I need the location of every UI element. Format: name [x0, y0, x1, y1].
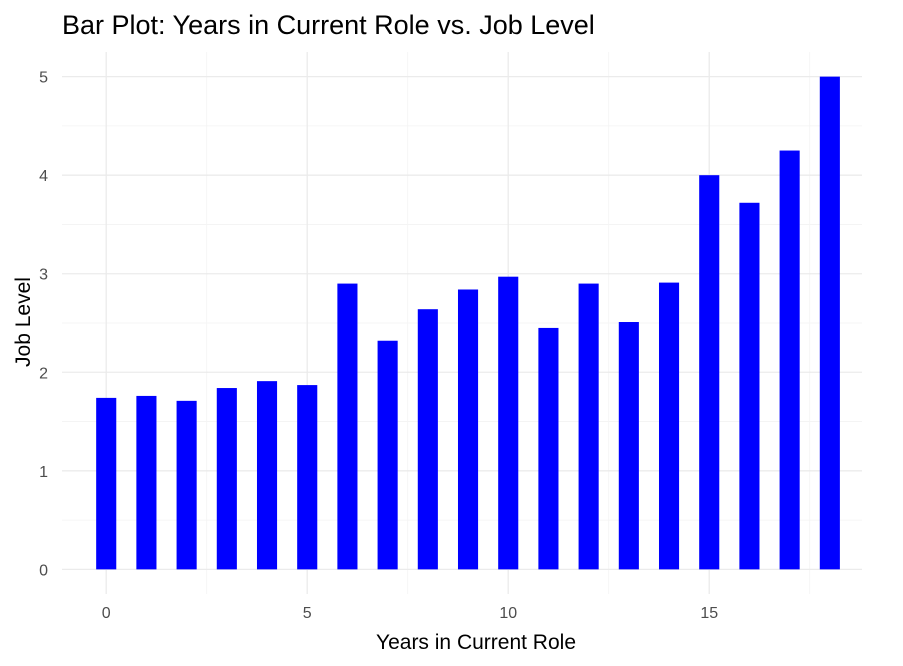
y-tick-label: 4 [39, 168, 48, 185]
bars [96, 76, 840, 570]
x-tick-label: 10 [499, 605, 517, 622]
x-tick-label: 0 [102, 605, 111, 622]
y-tick-label: 1 [39, 464, 48, 481]
y-tick-label: 5 [39, 70, 48, 87]
bar [96, 397, 117, 570]
bar [538, 327, 559, 570]
tick-labels: 0 5 10 15 0 1 2 3 4 5 [39, 70, 718, 622]
bar [779, 150, 800, 570]
bar [297, 385, 318, 570]
bar [136, 395, 157, 570]
y-axis-title: Job Level [12, 277, 35, 367]
y-tick-label: 0 [39, 562, 48, 579]
bar [699, 175, 720, 570]
x-axis-title: Years in Current Role [376, 631, 576, 654]
bar [337, 283, 358, 570]
bar [216, 388, 237, 570]
bar [618, 322, 639, 570]
bar [417, 309, 438, 570]
x-tick-label: 15 [700, 605, 718, 622]
bar [176, 400, 197, 570]
bar [578, 283, 599, 570]
bar [819, 76, 840, 570]
bar [457, 289, 479, 570]
bar [739, 202, 760, 570]
bar [377, 340, 398, 570]
bar [256, 381, 278, 570]
y-tick-label: 2 [39, 365, 48, 382]
chart-title: Bar Plot: Years in Current Role vs. Job … [62, 10, 595, 40]
bar [498, 276, 519, 570]
x-tick-label: 5 [303, 605, 312, 622]
bar [658, 282, 680, 570]
y-tick-label: 3 [39, 267, 48, 284]
